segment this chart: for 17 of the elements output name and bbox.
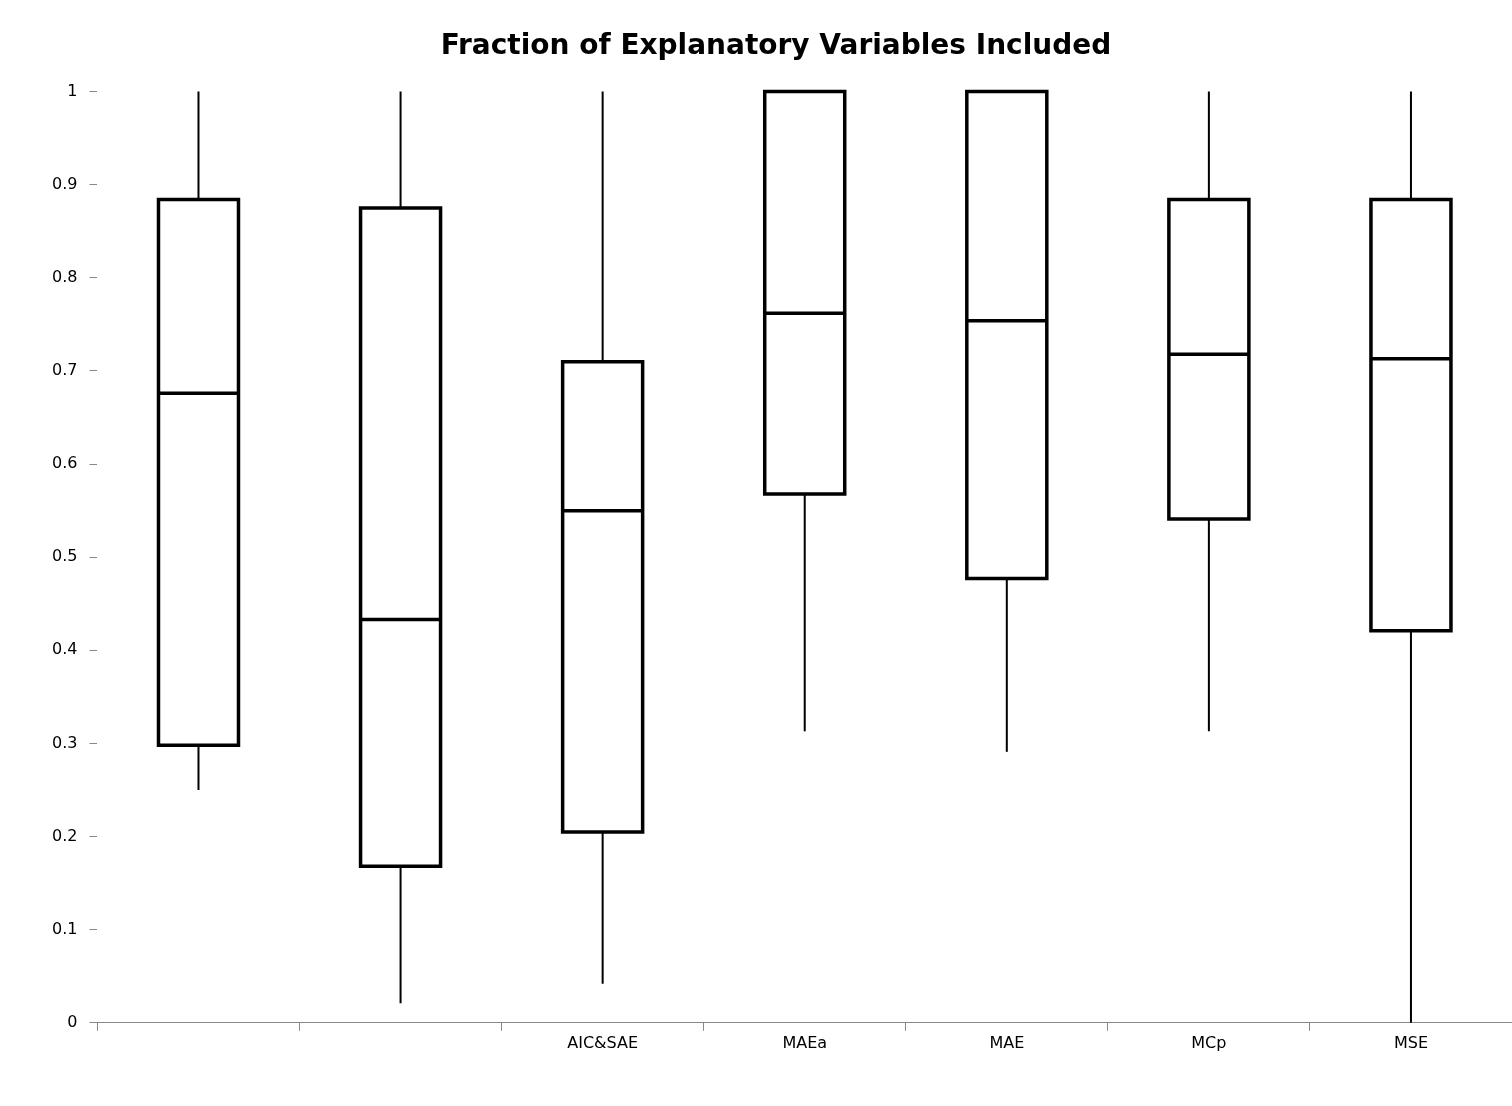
x-tick-label: AIC&SAE [567,1032,639,1052]
y-tick-label: 0.1 [51,918,78,938]
y-tick-label: 0.4 [51,639,78,659]
y-tick-label: 0.3 [51,732,78,752]
y-tick-label: 0.5 [51,546,78,566]
x-tick-label: MCp [1191,1032,1227,1052]
y-tick-label: 0.8 [51,267,78,286]
y-tick-label: 0.9 [51,173,78,193]
x-tick-label: MSE [1393,1032,1428,1052]
x-tick-label: MAEa [782,1032,828,1052]
y-tick-label: 0.7 [51,360,78,380]
y-tick-label: 0.2 [51,825,78,845]
chart-title: Fraction of Explanatory Variables Included [440,28,1112,62]
y-tick-label: 1 [67,80,78,100]
y-tick-label: 0.6 [51,453,78,473]
x-tick-label: MAE [989,1032,1025,1052]
y-tick-label: 0 [67,1011,78,1031]
